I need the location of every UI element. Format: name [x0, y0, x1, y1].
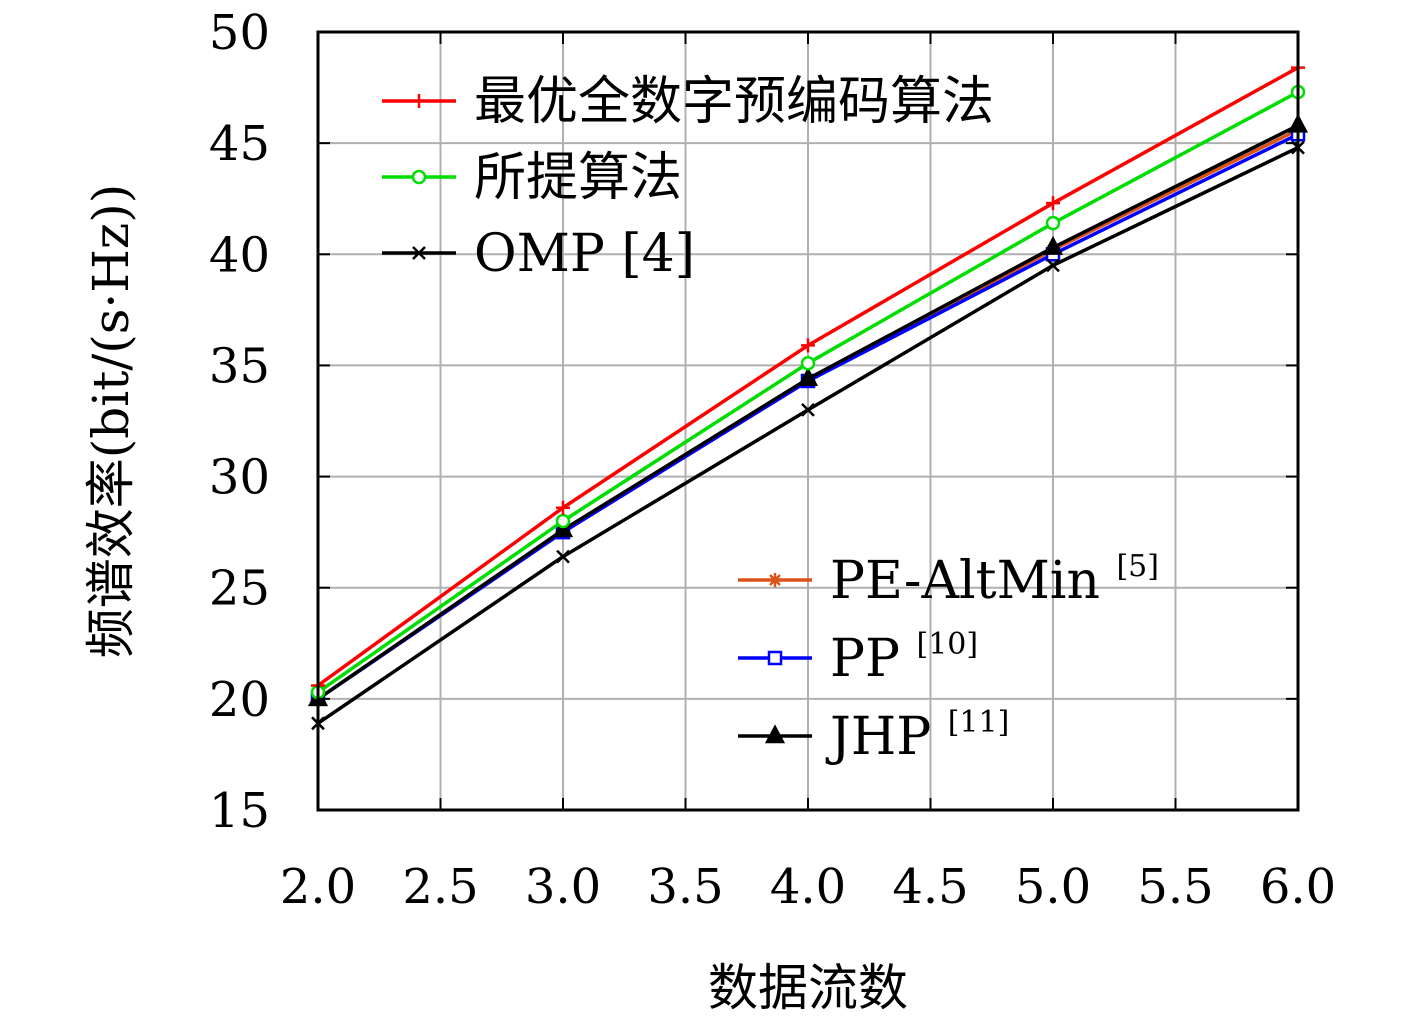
- legend-item: 最优全数字预编码算法: [382, 72, 994, 132]
- circle-marker: [1045, 215, 1061, 231]
- x-tick-label: 5.5: [1137, 859, 1213, 915]
- legend-item: PE-AltMin [5]: [738, 549, 1159, 611]
- legend-ref: [11]: [948, 705, 1010, 740]
- circle-marker: [800, 355, 816, 371]
- legend-name: PP: [830, 629, 917, 689]
- legend-item: JHP [11]: [738, 705, 1009, 767]
- y-tick-label: 50: [209, 5, 270, 61]
- legend-item: PP [10]: [738, 627, 978, 689]
- legend-label: OMP [4]: [474, 224, 695, 284]
- y-tick-label: 45: [209, 116, 270, 172]
- circle-marker: [411, 169, 427, 185]
- legend-ref: [5]: [1116, 549, 1159, 584]
- x-marker: [801, 403, 815, 417]
- triangle-marker: [552, 518, 574, 538]
- x-tick-label: 4.0: [770, 859, 846, 915]
- plus-marker: [556, 500, 570, 515]
- plus-marker: [801, 338, 815, 353]
- plus-marker: [1046, 196, 1060, 211]
- legend-label: 最优全数字预编码算法: [474, 72, 994, 132]
- legend-label: JHP [11]: [825, 705, 1009, 767]
- ticks: 2.0 2.5 3.0 3.5 4.0 4.5 5.0 5.5 6.0 15 20 25 30 35 40 4…: [209, 5, 1336, 915]
- legend-label: PE-AltMin [5]: [830, 549, 1159, 611]
- legend-label: PP [10]: [830, 627, 978, 689]
- y-tick-label: 30: [209, 450, 270, 506]
- x-tick-label: 5.0: [1015, 859, 1091, 915]
- legend-label: 所提算法: [474, 148, 682, 208]
- y-tick-label: 15: [209, 783, 270, 839]
- x-tick-label: 3.5: [647, 859, 723, 915]
- x-marker: [1046, 258, 1060, 273]
- y-tick-label: 25: [209, 561, 270, 617]
- triangle-marker: [764, 724, 786, 744]
- x-tick-label: 6.0: [1260, 859, 1336, 915]
- legend-name: 最优全数字预编码算法: [474, 72, 994, 132]
- legend-name: OMP [4]: [474, 224, 695, 284]
- plus-marker: [412, 94, 426, 108]
- triangle-marker: [797, 367, 819, 387]
- legend-name: JHP: [825, 707, 948, 767]
- series-2: [311, 140, 1305, 731]
- legend-item: OMP [4]: [382, 224, 695, 284]
- x-marker: [556, 549, 570, 564]
- x-tick-label: 4.5: [892, 859, 968, 915]
- circle-marker: [555, 513, 571, 529]
- legend-ref: [10]: [917, 627, 979, 662]
- x-tick-label: 3.0: [525, 859, 601, 915]
- triangle-marker: [1042, 235, 1064, 255]
- y-tick-label: 20: [209, 672, 270, 728]
- x-tick-label: 2.5: [402, 859, 478, 915]
- legend-bottom: PE-AltMin [5] PP [10] JHP [11]: [738, 549, 1159, 767]
- x-axis-label: 数据流数: [708, 959, 908, 1017]
- legend-name: PE-AltMin: [830, 551, 1116, 611]
- square-marker: [767, 650, 783, 666]
- y-tick-label: 35: [209, 338, 270, 394]
- y-axis-label: 频谱效率(bit/(s·Hz)): [82, 184, 140, 658]
- legend-item: 所提算法: [382, 148, 682, 208]
- grid: [318, 32, 1298, 810]
- x-marker: [412, 246, 426, 260]
- legend-name: 所提算法: [474, 148, 682, 208]
- asterisk-marker: [768, 573, 782, 587]
- series-layer: [307, 60, 1309, 731]
- y-tick-label: 40: [209, 227, 270, 283]
- x-tick-label: 2.0: [280, 859, 356, 915]
